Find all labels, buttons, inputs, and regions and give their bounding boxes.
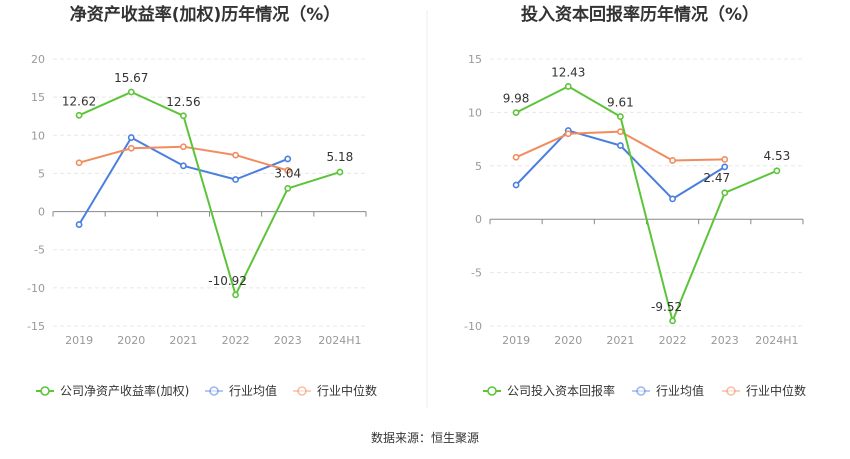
chart1-y-tick-label: 0	[38, 206, 45, 219]
chart1-series-company-point	[284, 184, 292, 192]
chart1-data-label: 12.62	[62, 94, 96, 108]
chart2-legend-swatch-marker	[487, 386, 497, 396]
chart1-x-tick-label: 2024H1	[318, 334, 361, 347]
chart2-series-company-point	[773, 167, 781, 175]
chart2-data-label: -9.52	[651, 300, 682, 314]
chart1-data-label: 3.04	[274, 166, 301, 180]
chart1-title: 净资产收益率(加权)历年情况（%）	[70, 4, 341, 25]
chart2-x-tick-label: 2024H1	[755, 334, 798, 347]
chart2-data-label: 4.53	[764, 149, 791, 163]
chart1-legend-label: 行业均值	[229, 383, 277, 398]
chart1-legend-label: 行业中位数	[317, 383, 377, 398]
chart2-legend-swatch-marker	[636, 386, 646, 396]
chart1-data-label: 15.67	[114, 71, 148, 85]
chart1-y-tick-label: 10	[31, 129, 45, 142]
chart2-series-median-point	[617, 128, 624, 136]
chart2-legend-label: 行业均值	[656, 383, 704, 398]
chart2-x-tick-label: 2020	[554, 334, 582, 347]
chart2-series-company-point	[669, 317, 676, 325]
chart2-x-tick-label: 2023	[711, 334, 739, 347]
chart1-legend-swatch-marker	[40, 386, 50, 396]
chart2-series-avg-point	[669, 195, 676, 203]
chart1-x-tick-label: 2022	[222, 334, 250, 347]
chart1-x-tick-label: 2023	[274, 334, 302, 347]
chart1-series-company-line	[78, 91, 341, 296]
chart1-data-label: -10.92	[208, 274, 247, 288]
chart1-y-tick-label: -15	[27, 320, 45, 333]
chart2-series-median-point	[669, 157, 676, 164]
chart2-series-avg-point	[512, 181, 520, 189]
chart1-series-median-point	[232, 151, 239, 159]
chart2-y-tick-label: 15	[468, 53, 482, 66]
chart1-series-median-point	[284, 166, 292, 174]
chart1-series-company-point	[232, 291, 239, 299]
chart2-series-company-line	[515, 85, 778, 322]
chart2-series-median-point	[564, 130, 572, 138]
chart2-series-company-point	[512, 109, 520, 117]
chart1-y-tick-label: -5	[34, 244, 45, 257]
chart2-legend-label: 公司投入资本回报率	[507, 383, 615, 398]
chart1-y-tick-label: 20	[31, 53, 45, 66]
chart2-y-tick-label: 10	[468, 106, 482, 119]
chart2-series-company-point	[617, 113, 624, 120]
chart2-y-tick-label: 0	[475, 213, 482, 226]
chart2-series-avg-line	[515, 129, 726, 200]
chart2-x-tick-label: 2022	[659, 334, 687, 347]
chart1-y-tick-label: 5	[38, 167, 45, 180]
chart1-series-avg-point	[127, 134, 135, 141]
chart2-y-tick-label: 5	[475, 160, 482, 173]
chart2-series-avg-point	[617, 142, 624, 149]
chart1-series-avg-point	[75, 221, 83, 228]
chart1-series-avg-point	[232, 176, 239, 183]
chart1-x-tick-label: 2020	[117, 334, 145, 347]
chart1-series-company-point	[127, 88, 135, 96]
chart1-y-tick-label: -10	[27, 282, 45, 295]
chart1-legend-label: 公司净资产收益率(加权)	[60, 383, 189, 398]
chart1-series-avg-point	[180, 162, 187, 170]
chart1-legend-swatch-marker	[209, 386, 219, 396]
chart2-legend-swatch-marker	[726, 386, 736, 396]
chart2-x-tick-label: 2019	[502, 334, 530, 347]
chart2-x-tick-label: 2021	[606, 334, 634, 347]
chart1-series-median-point	[180, 143, 187, 151]
chart1-series-company-point	[180, 112, 187, 120]
chart1-data-label: 12.56	[166, 95, 200, 109]
chart2-data-label: 2.47	[703, 171, 730, 185]
chart1-x-tick-label: 2019	[65, 334, 93, 347]
chart2-series-avg-point	[721, 163, 729, 171]
data-source-note: 数据来源：恒生聚源	[371, 430, 479, 445]
chart1-series-company-point	[336, 168, 344, 176]
chart1-x-tick-label: 2021	[169, 334, 197, 347]
chart2-y-tick-label: -5	[471, 267, 482, 280]
chart2-series-median-point	[512, 153, 520, 161]
chart2-title: 投入资本回报率历年情况（%）	[521, 4, 759, 25]
chart2-data-label: 12.43	[551, 65, 585, 79]
chart1-legend-swatch-marker	[297, 386, 307, 396]
chart1-series-company-point	[75, 111, 83, 119]
chart2-y-tick-label: -10	[464, 320, 482, 333]
chart1-data-label: 5.18	[327, 150, 354, 164]
chart1-series-avg-point	[284, 155, 292, 163]
chart2-series-company-point	[721, 189, 729, 197]
chart2-series-median-point	[721, 155, 729, 163]
chart2-data-label: 9.61	[607, 96, 634, 110]
chart1-y-tick-label: 15	[31, 91, 45, 104]
chart2-data-label: 9.98	[503, 92, 530, 106]
chart1-series-median-point	[75, 159, 83, 167]
chart2-legend-label: 行业中位数	[746, 383, 806, 398]
chart1-series-median-point	[127, 144, 135, 152]
chart2-series-company-point	[564, 83, 572, 90]
